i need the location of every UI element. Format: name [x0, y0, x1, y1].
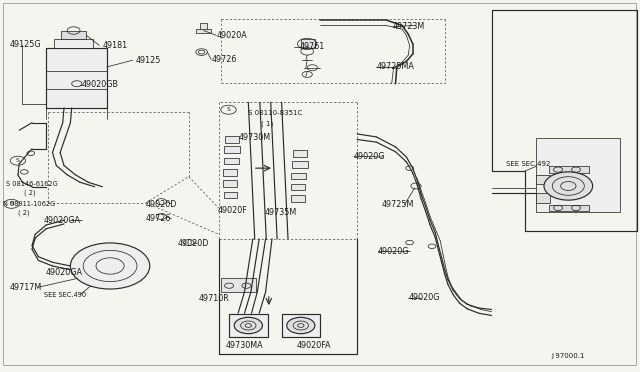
Bar: [46, 48, 107, 108]
Bar: [196, 29, 211, 33]
Text: 49020D: 49020D: [146, 200, 177, 209]
Bar: [61, 31, 86, 39]
Text: SEE SEC.492: SEE SEC.492: [506, 161, 550, 167]
Text: 49020F: 49020F: [218, 206, 247, 215]
Text: 49020GB: 49020GB: [82, 80, 119, 89]
Text: S: S: [16, 158, 20, 163]
Circle shape: [544, 172, 593, 200]
Text: 49730M: 49730M: [239, 133, 271, 142]
Bar: [549, 166, 589, 173]
Text: N: N: [9, 201, 14, 206]
Bar: [229, 314, 268, 337]
Bar: [536, 138, 620, 212]
Text: ( 2): ( 2): [24, 189, 36, 196]
Text: 49761: 49761: [300, 42, 324, 51]
Text: 49717M: 49717M: [10, 283, 42, 292]
Bar: [291, 173, 306, 179]
Text: 49020G: 49020G: [378, 247, 409, 256]
Text: N 08911-1062G: N 08911-1062G: [3, 201, 56, 207]
Bar: [54, 39, 93, 48]
Bar: [200, 23, 207, 31]
Text: SEE SEC.490: SEE SEC.490: [44, 292, 86, 298]
Text: 49735M: 49735M: [264, 208, 296, 217]
Bar: [223, 180, 237, 187]
Text: 49125: 49125: [136, 56, 161, 65]
Text: 49725MA: 49725MA: [376, 62, 414, 71]
Text: 49020G: 49020G: [408, 293, 440, 302]
Text: S 08110-8351C: S 08110-8351C: [248, 110, 303, 116]
Bar: [293, 150, 307, 157]
Bar: [223, 169, 237, 176]
Text: S 08146-6162G: S 08146-6162G: [6, 181, 58, 187]
Bar: [282, 314, 320, 337]
Circle shape: [287, 317, 315, 334]
Text: 49723M: 49723M: [393, 22, 425, 31]
Bar: [291, 184, 305, 190]
Bar: [224, 146, 240, 153]
Text: 49020G: 49020G: [354, 152, 385, 161]
Text: 49020D: 49020D: [178, 239, 209, 248]
Text: 49125G: 49125G: [10, 40, 41, 49]
Bar: [224, 158, 239, 164]
Bar: [225, 136, 239, 143]
Bar: [46, 48, 107, 108]
Text: 49726: 49726: [146, 214, 172, 223]
Text: ( 2): ( 2): [18, 209, 29, 216]
Bar: [221, 278, 256, 292]
Circle shape: [234, 317, 262, 334]
Text: 49020A: 49020A: [216, 31, 247, 40]
Bar: [301, 39, 315, 48]
Text: 49020FA: 49020FA: [296, 341, 331, 350]
Bar: [224, 192, 237, 198]
Text: 49710R: 49710R: [198, 294, 229, 303]
Text: 49726: 49726: [211, 55, 237, 64]
Text: 49725M: 49725M: [381, 200, 414, 209]
Text: 49181: 49181: [102, 41, 127, 50]
Text: 49020GA: 49020GA: [46, 268, 83, 277]
Bar: [549, 205, 589, 211]
Text: J 97000.1: J 97000.1: [552, 353, 585, 359]
Circle shape: [70, 243, 150, 289]
Bar: [536, 175, 550, 184]
Bar: [536, 193, 550, 203]
Bar: [95, 259, 125, 273]
Text: 49020GA: 49020GA: [44, 216, 81, 225]
Text: ( 1): ( 1): [261, 120, 273, 127]
Text: S: S: [227, 107, 230, 112]
Bar: [292, 161, 308, 168]
Text: 49730MA: 49730MA: [226, 341, 264, 350]
Bar: [291, 195, 305, 202]
